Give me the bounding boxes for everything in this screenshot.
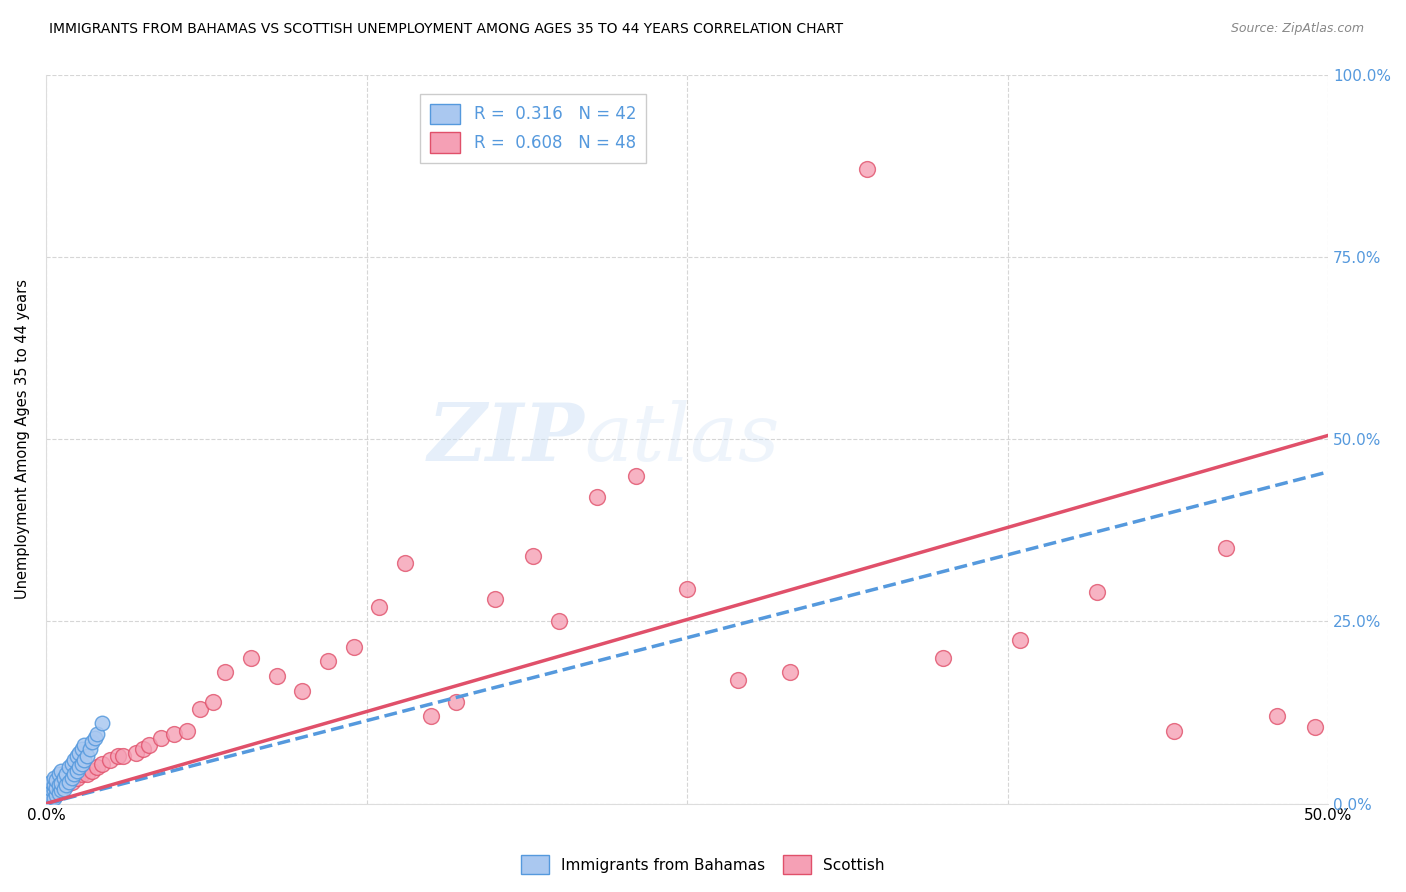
Point: [58, 774, 80, 789]
Point: [82, 764, 104, 778]
Point: [60, 774, 83, 789]
Point: [266, 669, 288, 683]
Point: [201, 694, 224, 708]
Point: [60, 771, 83, 785]
Point: [70, 767, 93, 781]
Point: [48, 767, 70, 781]
Point: [76, 767, 98, 781]
Point: [39, 782, 62, 797]
Point: [39, 789, 62, 804]
Y-axis label: Unemployment Among Ages 35 to 44 years: Unemployment Among Ages 35 to 44 years: [15, 279, 30, 599]
Point: [60, 756, 83, 771]
Point: [98, 753, 121, 767]
Point: [63, 767, 86, 781]
Point: [214, 665, 236, 680]
Point: [107, 749, 129, 764]
Point: [368, 599, 391, 614]
Point: [727, 673, 749, 687]
Point: [70, 742, 93, 756]
Point: [676, 582, 699, 596]
Point: [42, 783, 65, 797]
Point: [55, 778, 77, 792]
Point: [86, 727, 108, 741]
Point: [163, 727, 186, 741]
Legend: Immigrants from Bahamas, Scottish: Immigrants from Bahamas, Scottish: [515, 849, 891, 880]
Point: [316, 655, 339, 669]
Point: [586, 491, 609, 505]
Point: [39, 789, 62, 804]
Text: ZIP: ZIP: [427, 401, 585, 478]
Point: [86, 760, 108, 774]
Point: [240, 650, 263, 665]
Point: [70, 756, 93, 771]
Text: atlas: atlas: [585, 401, 780, 478]
Point: [343, 640, 366, 654]
Point: [82, 734, 104, 748]
Point: [51, 782, 73, 797]
Point: [150, 731, 173, 745]
Point: [522, 549, 544, 563]
Point: [932, 650, 955, 665]
Point: [779, 665, 801, 680]
Point: [394, 556, 416, 570]
Point: [45, 773, 67, 788]
Point: [45, 788, 67, 802]
Point: [55, 778, 77, 792]
Point: [73, 739, 96, 753]
Point: [66, 764, 89, 778]
Text: Source: ZipAtlas.com: Source: ZipAtlas.com: [1230, 22, 1364, 36]
Point: [66, 771, 89, 785]
Point: [1085, 585, 1108, 599]
Point: [45, 786, 67, 800]
Point: [51, 776, 73, 790]
Point: [67, 746, 90, 760]
Point: [52, 782, 75, 797]
Point: [188, 702, 211, 716]
Point: [38, 786, 60, 800]
Point: [111, 749, 134, 764]
Point: [91, 716, 114, 731]
Point: [58, 760, 80, 774]
Point: [624, 468, 647, 483]
Point: [291, 683, 314, 698]
Point: [79, 742, 101, 756]
Point: [38, 793, 60, 807]
Point: [39, 774, 62, 789]
Point: [55, 767, 77, 781]
Point: [91, 756, 114, 771]
Point: [125, 746, 148, 760]
Point: [42, 778, 65, 792]
Point: [138, 739, 160, 753]
Text: IMMIGRANTS FROM BAHAMAS VS SCOTTISH UNEMPLOYMENT AMONG AGES 35 TO 44 YEARS CORRE: IMMIGRANTS FROM BAHAMAS VS SCOTTISH UNEM…: [49, 22, 844, 37]
Point: [42, 790, 65, 805]
Point: [855, 162, 877, 177]
Point: [1163, 723, 1185, 738]
Point: [132, 742, 155, 756]
Point: [52, 771, 75, 785]
Point: [66, 749, 89, 764]
Point: [83, 731, 105, 745]
Point: [419, 709, 441, 723]
Legend: R =  0.316   N = 42, R =  0.608   N = 48: R = 0.316 N = 42, R = 0.608 N = 48: [420, 94, 647, 162]
Point: [176, 723, 198, 738]
Point: [1010, 632, 1032, 647]
Point: [48, 786, 70, 800]
Point: [547, 615, 569, 629]
Point: [51, 783, 73, 797]
Point: [1215, 541, 1237, 556]
Point: [73, 753, 96, 767]
Point: [63, 753, 86, 767]
Point: [484, 592, 506, 607]
Point: [45, 780, 67, 795]
Point: [67, 760, 90, 774]
Point: [446, 694, 468, 708]
Point: [42, 771, 65, 785]
Point: [48, 778, 70, 792]
Point: [51, 764, 73, 778]
Point: [76, 749, 98, 764]
Point: [1265, 709, 1288, 723]
Point: [1305, 720, 1327, 734]
